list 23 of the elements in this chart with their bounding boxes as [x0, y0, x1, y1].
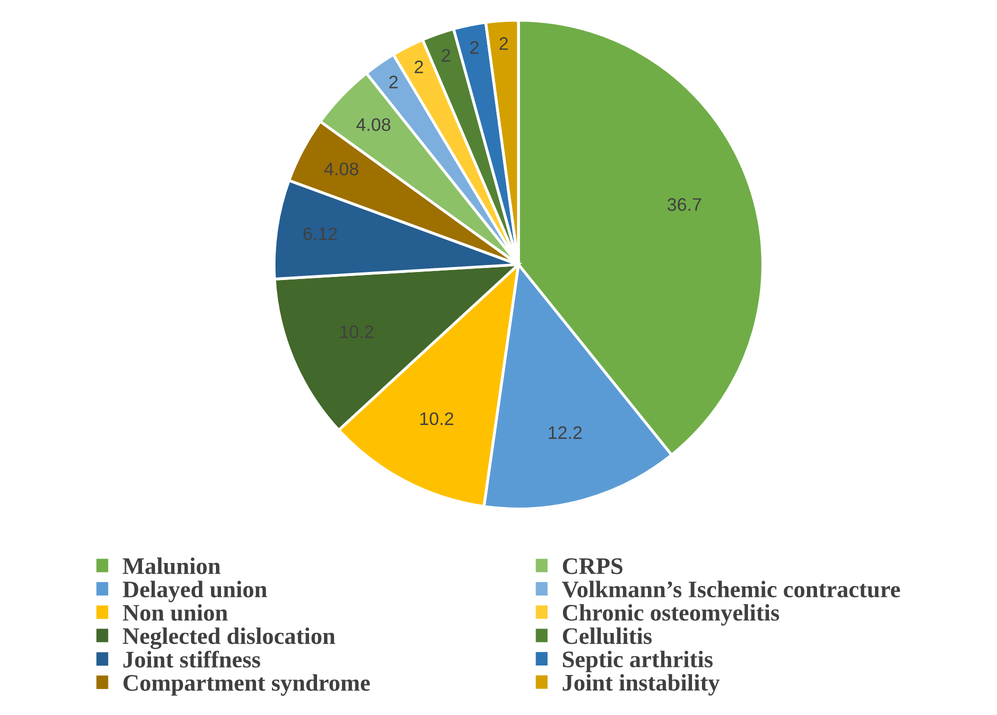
data-label: 2 [442, 48, 450, 62]
legend-label: Compartment syndrome [124, 674, 370, 696]
data-label: 2 [414, 60, 423, 74]
data-label: 6.12 [304, 227, 337, 240]
legend-label: Volkmann’s Ischemic contracture [562, 580, 900, 598]
legend-label: Joint stiffness [123, 650, 260, 668]
data-label: 10.2 [420, 412, 454, 426]
data-label: 4.08 [356, 118, 390, 132]
legend-label: CRPS [562, 558, 622, 574]
data-label: 2 [470, 41, 479, 54]
data-label: 36.7 [668, 198, 702, 211]
legend-label: Neglected dislocation [122, 627, 336, 650]
data-label: 12.2 [548, 426, 582, 439]
legend-label: Joint instability [562, 674, 720, 696]
legend-label: Malunion [122, 558, 220, 574]
data-label: 4.08 [324, 162, 358, 176]
legend-label: Non union [122, 604, 228, 621]
data-label: 2 [389, 76, 398, 88]
legend-label: Chronic osteomyelitis [562, 604, 780, 626]
legend-label: Cellulitis [562, 627, 652, 644]
legend-label: Delayed union [122, 580, 267, 602]
data-label: 2 [500, 37, 508, 50]
legend-label: Septic arthritis [563, 650, 713, 672]
